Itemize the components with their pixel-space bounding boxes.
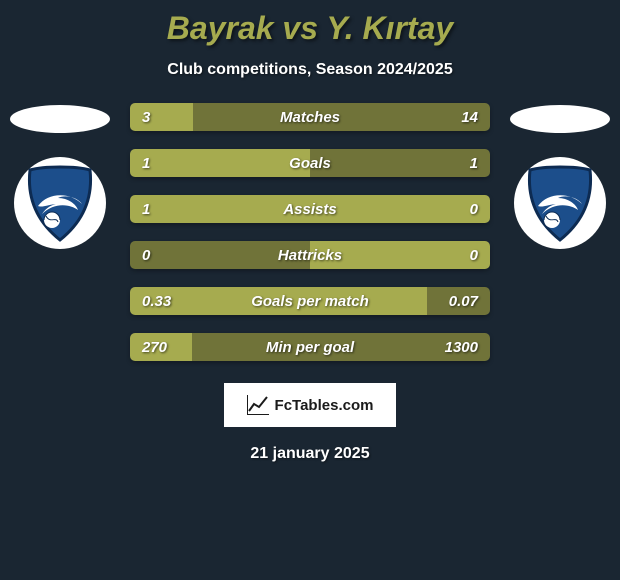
stat-left-seg	[130, 241, 310, 269]
stat-row-goals: 1 Goals 1	[130, 149, 490, 177]
right-flag	[510, 105, 610, 133]
stat-row-goals-per-match: 0.33 Goals per match 0.07	[130, 287, 490, 315]
page-subtitle: Club competitions, Season 2024/2025	[167, 61, 452, 79]
main-row: 3 Matches 14 1 Goals 1 1 Assists 0	[0, 103, 620, 361]
stat-right-seg	[192, 333, 490, 361]
stat-row-assists: 1 Assists 0	[130, 195, 490, 223]
stat-right-seg	[193, 103, 490, 131]
attribution-text: FcTables.com	[275, 397, 374, 414]
stat-left-seg	[130, 103, 193, 131]
stats-section: 3 Matches 14 1 Goals 1 1 Assists 0	[120, 103, 500, 361]
left-club-badge	[14, 157, 106, 249]
stat-right-seg	[310, 241, 490, 269]
stat-left-seg	[130, 195, 490, 223]
stat-row-min-per-goal: 270 Min per goal 1300	[130, 333, 490, 361]
left-flag	[10, 105, 110, 133]
attribution-badge: FcTables.com	[224, 383, 396, 427]
stat-left-seg	[130, 287, 427, 315]
date-text: 21 january 2025	[250, 445, 369, 463]
stat-row-matches: 3 Matches 14	[130, 103, 490, 131]
left-player-col	[0, 103, 120, 249]
stat-row-hattricks: 0 Hattricks 0	[130, 241, 490, 269]
stat-right-seg	[310, 149, 490, 177]
club-badge-icon	[526, 164, 594, 242]
stat-right-seg	[427, 287, 490, 315]
stat-left-seg	[130, 149, 310, 177]
club-badge-icon	[26, 164, 94, 242]
right-player-col	[500, 103, 620, 249]
chart-icon	[247, 395, 269, 415]
page-title: Bayrak vs Y. Kırtay	[167, 10, 453, 47]
stat-left-seg	[130, 333, 192, 361]
right-club-badge	[514, 157, 606, 249]
